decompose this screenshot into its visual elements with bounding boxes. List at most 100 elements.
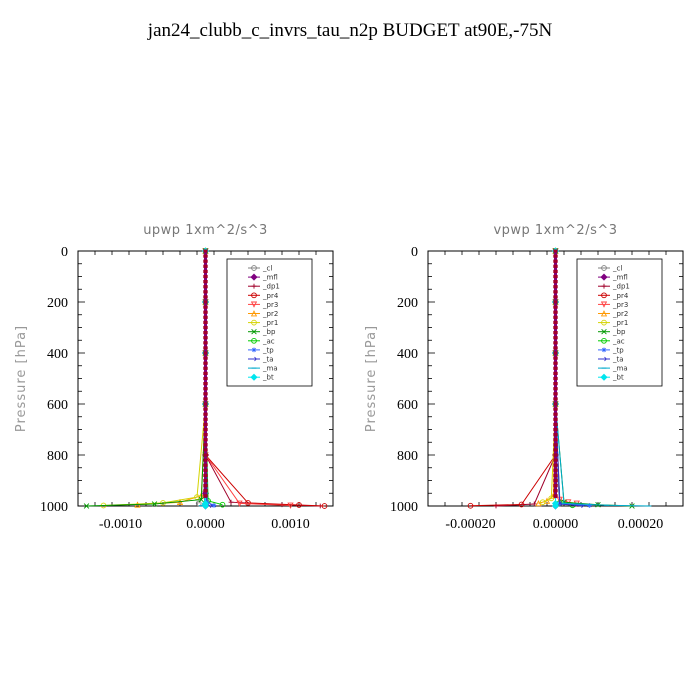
data-point bbox=[553, 422, 558, 426]
data-point bbox=[203, 351, 208, 355]
data-point bbox=[553, 366, 558, 370]
data-point bbox=[553, 259, 558, 263]
data-point bbox=[83, 503, 90, 509]
data-point bbox=[553, 295, 558, 299]
data-point bbox=[198, 496, 204, 503]
data-point bbox=[551, 502, 560, 510]
data-point bbox=[553, 264, 558, 268]
legend-marker bbox=[250, 301, 258, 308]
data-point bbox=[553, 397, 558, 401]
legend-label: _ta bbox=[612, 356, 624, 364]
data-point bbox=[553, 315, 558, 319]
legend-item-tp: _tp bbox=[248, 346, 274, 354]
data-point bbox=[553, 269, 558, 273]
data-point bbox=[553, 336, 558, 340]
legend-label: _pr2 bbox=[612, 310, 628, 318]
x-tick-label: 0.00020 bbox=[618, 517, 664, 532]
data-point bbox=[548, 495, 555, 502]
chart-panel-1: upwp 1xm^2/s^3 Pressure [hPa] 0 200 400 600 80… bbox=[14, 223, 334, 532]
legend-label: _pr1 bbox=[612, 319, 628, 327]
data-point bbox=[203, 392, 208, 396]
data-point bbox=[203, 453, 208, 457]
data-point bbox=[553, 387, 558, 391]
legend-box bbox=[226, 258, 313, 387]
data-point bbox=[203, 397, 208, 401]
legend-item-ma: _ma bbox=[248, 365, 278, 373]
legend-item-pr3: _pr3 bbox=[598, 301, 628, 309]
y-tick-label: 600 bbox=[397, 398, 418, 413]
legend-label: _cl bbox=[262, 265, 272, 273]
series-line bbox=[555, 251, 577, 504]
data-point bbox=[535, 500, 542, 507]
data-point bbox=[203, 361, 208, 365]
data-point bbox=[203, 402, 208, 406]
data-point bbox=[553, 280, 558, 284]
legend-label: _ac bbox=[612, 337, 625, 345]
legend-label: _ma bbox=[612, 365, 628, 373]
data-point bbox=[553, 325, 558, 330]
legend-marker bbox=[600, 373, 608, 381]
y-tick-label: 600 bbox=[47, 398, 68, 413]
data-point bbox=[203, 468, 208, 472]
data-point bbox=[553, 249, 558, 253]
legend-label: _bt bbox=[612, 374, 624, 382]
legend-item-pr3: _pr3 bbox=[248, 301, 278, 309]
x-tick-label: -0.0010 bbox=[99, 517, 142, 532]
data-point bbox=[203, 331, 208, 335]
legend-box bbox=[576, 258, 663, 387]
legend-label: _ma bbox=[262, 365, 278, 373]
data-point bbox=[553, 453, 558, 457]
legend-marker bbox=[250, 310, 258, 317]
legend-item-mfl: _mfl bbox=[248, 273, 278, 282]
legend-item-ta: _ta bbox=[598, 356, 624, 364]
legend-marker bbox=[601, 347, 607, 353]
data-point bbox=[203, 259, 208, 263]
legend-marker bbox=[251, 283, 257, 289]
legend-label: _dp1 bbox=[612, 283, 630, 291]
legend-label: _pr3 bbox=[612, 301, 628, 309]
data-point bbox=[203, 320, 208, 324]
data-point bbox=[553, 392, 558, 396]
legend-item-dp1: _dp1 bbox=[248, 283, 280, 291]
data-point bbox=[553, 463, 558, 467]
data-point bbox=[553, 320, 558, 324]
data-point bbox=[203, 458, 208, 462]
legend: _cl_mfl_dp1_pr4_pr3_pr2_pr1_bp_ac_tp_ta_… bbox=[576, 258, 663, 387]
legend-marker bbox=[251, 319, 257, 326]
data-point bbox=[203, 371, 208, 375]
data-point bbox=[553, 285, 558, 289]
data-point bbox=[553, 376, 558, 381]
data-point bbox=[151, 501, 158, 507]
series-pr1 bbox=[100, 248, 209, 509]
legend-item-pr4: _pr4 bbox=[248, 292, 279, 300]
data-point bbox=[228, 499, 234, 505]
y-tick-label: 800 bbox=[47, 449, 68, 464]
data-point bbox=[553, 443, 558, 447]
data-point bbox=[203, 433, 208, 437]
data-point bbox=[203, 274, 208, 279]
data-point bbox=[587, 503, 592, 508]
data-point bbox=[203, 254, 208, 258]
data-point bbox=[321, 503, 328, 509]
data-point bbox=[553, 458, 558, 462]
legend-label: _dp1 bbox=[262, 283, 280, 291]
series-bp bbox=[83, 248, 209, 509]
legend-label: _tp bbox=[612, 346, 624, 354]
data-point bbox=[553, 407, 558, 411]
data-point bbox=[203, 366, 208, 370]
legend-label: _pr3 bbox=[262, 301, 278, 309]
legend-label: _pr4 bbox=[262, 292, 279, 300]
series-line bbox=[86, 251, 206, 507]
data-point bbox=[203, 285, 208, 289]
legend-item-ma: _ma bbox=[598, 365, 628, 373]
series-pr2 bbox=[134, 247, 209, 508]
legend-item-ac: _ac bbox=[248, 337, 275, 345]
data-point bbox=[553, 310, 558, 314]
data-point bbox=[203, 280, 208, 284]
data-point bbox=[553, 402, 558, 406]
legend-label: _pr4 bbox=[612, 292, 629, 300]
data-point bbox=[203, 427, 208, 432]
y-tick-label: 400 bbox=[397, 347, 418, 362]
y-tick-label: 0 bbox=[411, 245, 418, 260]
